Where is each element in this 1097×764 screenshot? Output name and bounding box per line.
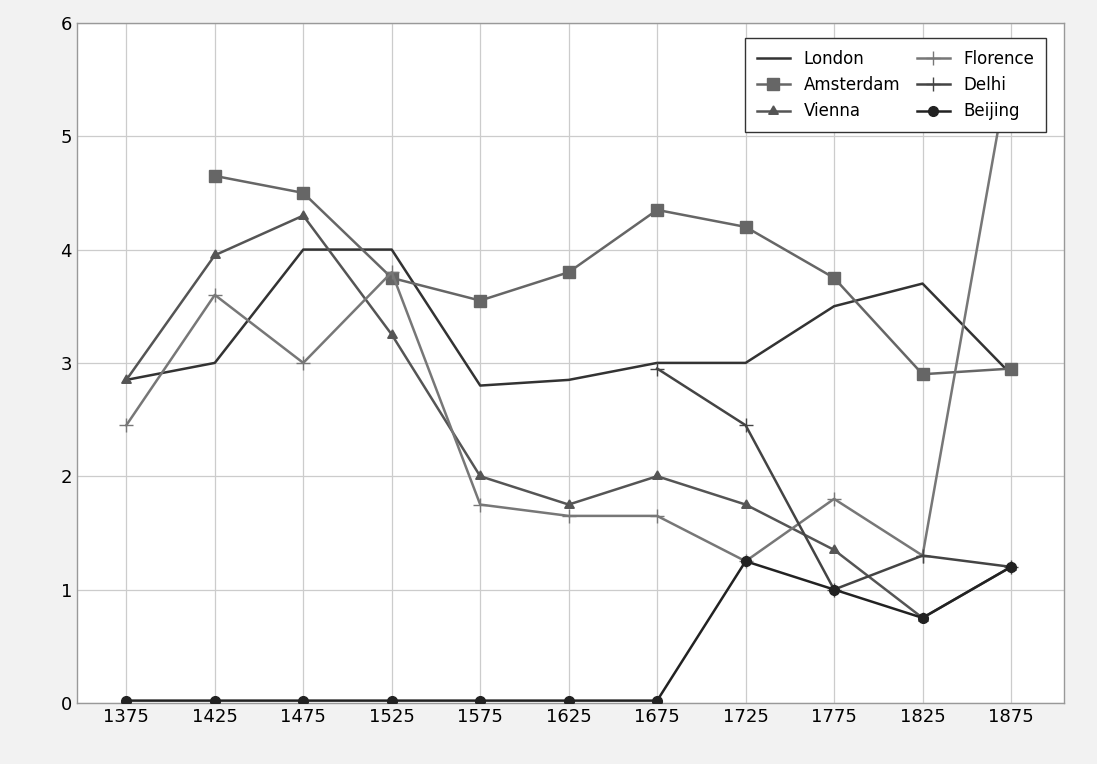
Beijing bbox=[739, 557, 753, 566]
Vienna bbox=[1005, 562, 1018, 571]
London bbox=[208, 358, 222, 367]
Beijing bbox=[385, 696, 398, 705]
Line: Vienna: Vienna bbox=[121, 210, 1017, 623]
Florence bbox=[651, 511, 664, 520]
Beijing bbox=[474, 696, 487, 705]
London bbox=[562, 375, 575, 384]
Vienna bbox=[120, 375, 133, 384]
Delhi bbox=[739, 421, 753, 430]
London bbox=[1005, 370, 1018, 379]
London bbox=[827, 302, 840, 311]
Florence bbox=[739, 557, 753, 566]
Amsterdam bbox=[827, 274, 840, 283]
London bbox=[739, 358, 753, 367]
London bbox=[651, 358, 664, 367]
Florence bbox=[562, 511, 575, 520]
Vienna bbox=[474, 471, 487, 481]
Delhi bbox=[827, 585, 840, 594]
Line: Beijing: Beijing bbox=[122, 556, 1016, 705]
Legend: London, Amsterdam, Vienna, Florence, Delhi, Beijing: London, Amsterdam, Vienna, Florence, Del… bbox=[745, 38, 1045, 132]
Beijing bbox=[827, 585, 840, 594]
Florence bbox=[1005, 52, 1018, 61]
Vienna bbox=[296, 211, 309, 220]
Florence bbox=[827, 494, 840, 503]
Delhi bbox=[916, 551, 929, 560]
Vienna bbox=[208, 251, 222, 260]
Florence bbox=[208, 290, 222, 299]
Beijing bbox=[651, 696, 664, 705]
Amsterdam bbox=[739, 222, 753, 231]
Florence bbox=[916, 551, 929, 560]
Amsterdam bbox=[474, 296, 487, 305]
Vienna bbox=[651, 471, 664, 481]
London bbox=[385, 245, 398, 254]
Beijing bbox=[1005, 562, 1018, 571]
Amsterdam bbox=[651, 206, 664, 215]
Beijing bbox=[916, 613, 929, 623]
London bbox=[120, 375, 133, 384]
Florence bbox=[385, 267, 398, 277]
Delhi bbox=[651, 364, 664, 373]
Vienna bbox=[739, 500, 753, 509]
Amsterdam bbox=[385, 274, 398, 283]
Beijing bbox=[120, 696, 133, 705]
Beijing bbox=[208, 696, 222, 705]
London bbox=[916, 279, 929, 288]
Beijing bbox=[562, 696, 575, 705]
London bbox=[296, 245, 309, 254]
Vienna bbox=[916, 613, 929, 623]
Beijing bbox=[296, 696, 309, 705]
Line: Florence: Florence bbox=[120, 50, 1018, 568]
Delhi bbox=[1005, 562, 1018, 571]
Florence bbox=[296, 358, 309, 367]
Vienna bbox=[385, 330, 398, 339]
Amsterdam bbox=[916, 370, 929, 379]
Line: London: London bbox=[126, 250, 1011, 386]
Line: Amsterdam: Amsterdam bbox=[208, 170, 1017, 380]
London bbox=[474, 381, 487, 390]
Florence bbox=[120, 421, 133, 430]
Amsterdam bbox=[562, 267, 575, 277]
Amsterdam bbox=[208, 171, 222, 180]
Florence bbox=[474, 500, 487, 509]
Amsterdam bbox=[1005, 364, 1018, 373]
Vienna bbox=[827, 545, 840, 555]
Vienna bbox=[562, 500, 575, 509]
Line: Delhi: Delhi bbox=[651, 361, 1018, 597]
Amsterdam bbox=[296, 189, 309, 198]
